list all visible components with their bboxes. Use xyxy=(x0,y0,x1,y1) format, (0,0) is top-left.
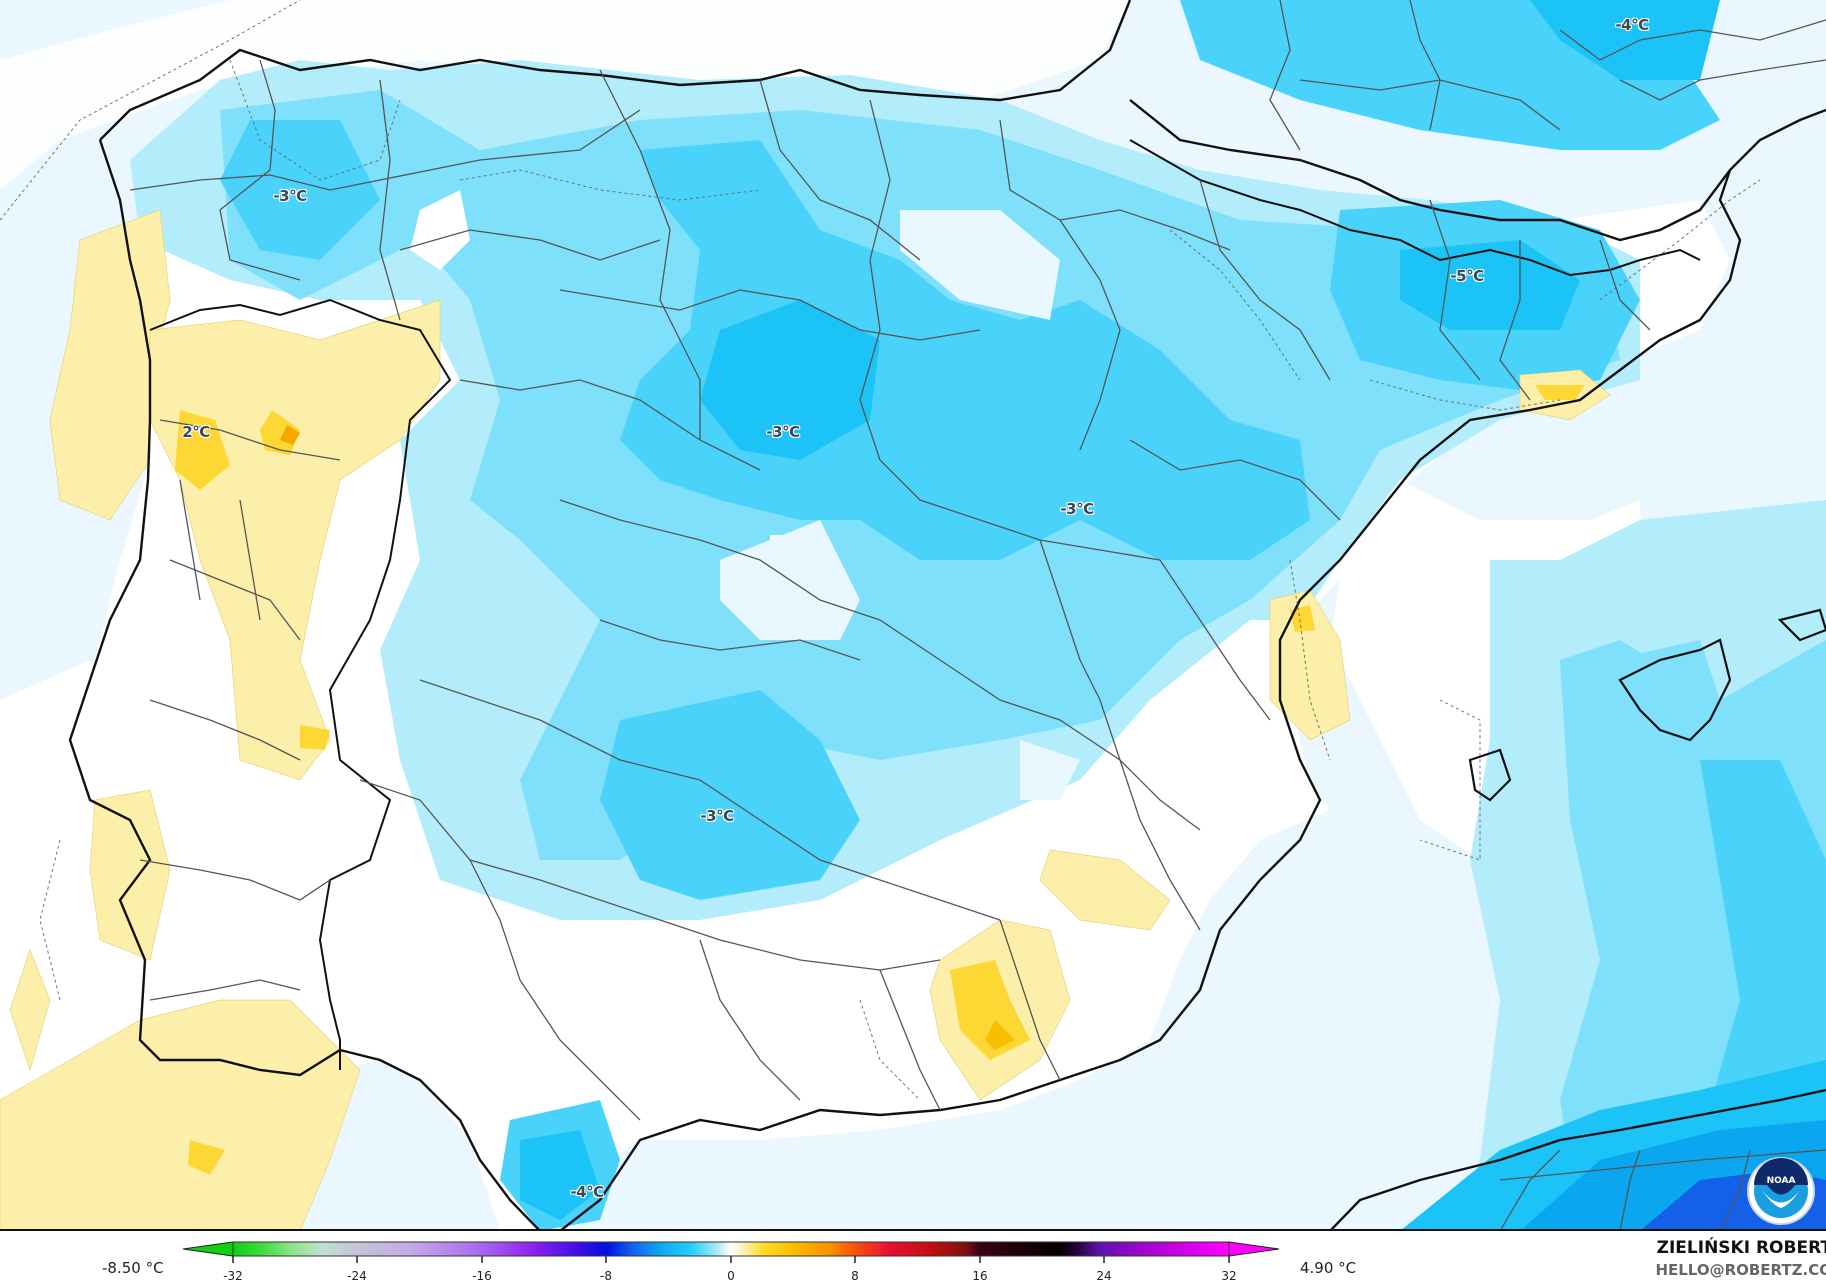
colorbar-max-label: 4.90 °C xyxy=(1300,1259,1357,1277)
author-credit: ZIELIŃSKI ROBERT HELLO@ROBERTZ.CO xyxy=(1655,1238,1826,1279)
contour-minus3-south xyxy=(600,690,860,900)
map-label-france: -4°C xyxy=(1615,16,1649,34)
balearic-contour xyxy=(1610,640,1720,760)
white-pocket-leon xyxy=(410,190,470,270)
border-portugal-spain xyxy=(149,298,452,1070)
colorbar: -8.50 °C xyxy=(0,1231,1826,1287)
coastline-africa xyxy=(1330,1088,1826,1229)
contour-minus4-cadiz xyxy=(520,1130,600,1220)
colorbar-min-label: -8.50 °C xyxy=(102,1259,164,1277)
border-france-spain xyxy=(1129,139,1701,277)
colorbar-tick-label: -32 xyxy=(223,1269,243,1283)
map-label-cadiz: -4°C xyxy=(570,1183,604,1201)
contour-minus3-galicia xyxy=(220,120,380,260)
warm-contour-plus2-beira xyxy=(300,725,330,750)
warm-contour-portugal-sea xyxy=(49,209,171,521)
warm-contour-plus2-algarve xyxy=(188,1140,225,1175)
svg-text:NOAA: NOAA xyxy=(1767,1176,1796,1186)
map-label-galicia: -3°C xyxy=(273,187,307,205)
dotted-contours xyxy=(0,0,1761,1101)
contour-minus4-central xyxy=(700,300,880,460)
map-label-la-mancha: -3°C xyxy=(700,807,734,825)
colorbar-tick-label: 8 xyxy=(851,1269,859,1283)
colorbar-tick-label: 24 xyxy=(1096,1269,1112,1283)
temperature-map: NOAA -3°C 2°C -3°C -3°C -5°C -4°C -3°C -… xyxy=(0,0,1826,1231)
france-borders xyxy=(1269,0,1826,151)
warm-contour-plus2-valencia xyxy=(1290,605,1315,632)
coastline-east xyxy=(560,169,1742,1229)
colorbar-tick-label: -24 xyxy=(347,1269,367,1283)
map-label-pyrenees: -5°C xyxy=(1450,267,1484,285)
warm-contour-lisbon xyxy=(89,789,171,961)
white-pocket-burgos xyxy=(900,210,1060,320)
colorbar-tick-label: 16 xyxy=(972,1269,988,1283)
warm-contour-atlantic-1 xyxy=(9,948,51,1072)
colorbar-tick-label: -16 xyxy=(472,1269,492,1283)
colorbar-right-arrow xyxy=(1228,1241,1280,1257)
province-borders xyxy=(129,59,1826,1229)
map-label-castilla: -3°C xyxy=(766,423,800,441)
warm-contour-plus2-catalonia xyxy=(1535,385,1585,400)
colorbar-ticks xyxy=(232,1256,1230,1263)
colorbar-tick-label: -8 xyxy=(600,1269,612,1283)
author-email: HELLO@ROBERTZ.CO xyxy=(1655,1261,1826,1279)
map-label-portugal-coast: 2°C xyxy=(182,423,210,441)
colorbar-gradient xyxy=(182,1241,1280,1263)
sea-white-zone-north xyxy=(0,0,1130,190)
map-canvas: NOAA xyxy=(0,0,1826,1229)
colorbar-left-arrow xyxy=(182,1241,234,1257)
warm-contour-algarve xyxy=(0,999,361,1229)
contour-minus4-france xyxy=(1530,0,1720,80)
white-pocket-jaen xyxy=(1020,740,1080,800)
colorbar-tick-label: 0 xyxy=(727,1269,735,1283)
ibiza xyxy=(1468,748,1512,802)
noaa-logo: NOAA xyxy=(1747,1157,1815,1225)
warm-contour-plus3 xyxy=(280,425,300,445)
map-label-aragon: -3°C xyxy=(1060,500,1094,518)
coastline-west xyxy=(68,139,540,1229)
coastline-pyrenees xyxy=(1129,99,1826,242)
coastline-north xyxy=(99,0,1132,141)
menorca xyxy=(1777,608,1826,642)
warm-contour-granada-north xyxy=(1039,849,1171,931)
colorbar-bar xyxy=(232,1241,1230,1257)
warm-contour-north-portugal xyxy=(149,299,441,781)
mallorca xyxy=(1618,638,1732,742)
warm-contour-plus3-granada xyxy=(985,1020,1015,1050)
author-name: ZIELIŃSKI ROBERT xyxy=(1656,1238,1826,1258)
colorbar-tick-label: 32 xyxy=(1221,1269,1237,1283)
